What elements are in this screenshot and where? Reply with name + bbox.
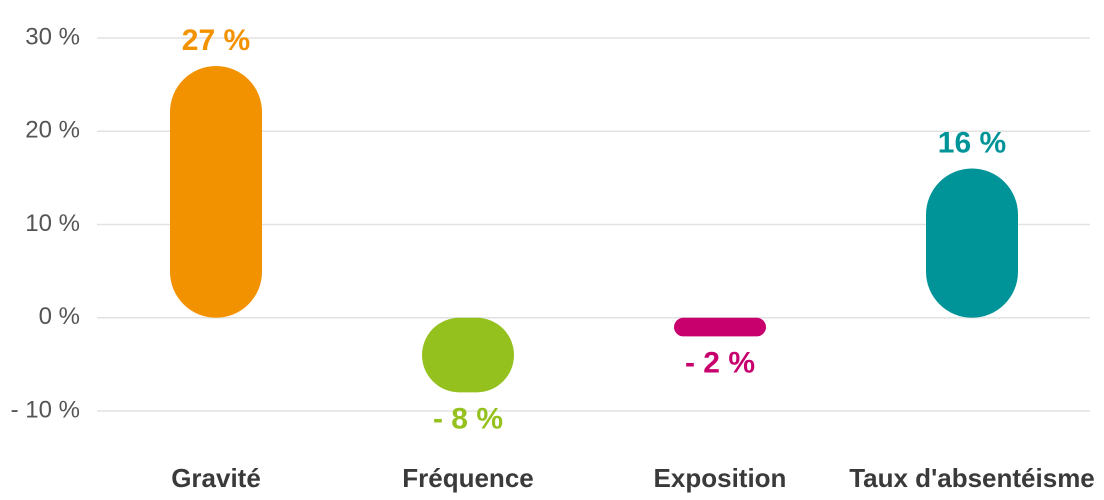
y-tick-label: 30 %	[25, 23, 80, 50]
bar	[926, 168, 1018, 318]
y-tick-label: 10 %	[25, 210, 80, 237]
value-label: - 8 %	[433, 402, 503, 435]
bar	[674, 317, 766, 337]
bar	[170, 65, 262, 318]
y-tick-label: 0 %	[39, 303, 80, 330]
x-tick-label: Gravité	[171, 463, 261, 493]
bar	[422, 317, 514, 393]
value-label: 27 %	[182, 24, 250, 57]
y-tick-label: - 10 %	[11, 396, 80, 423]
y-tick-label: 20 %	[25, 117, 80, 144]
value-label: 16 %	[938, 126, 1006, 159]
value-label: - 2 %	[685, 346, 755, 379]
x-tick-label: Taux d'absentéisme	[849, 463, 1095, 493]
x-tick-label: Exposition	[654, 463, 787, 493]
x-tick-label: Fréquence	[402, 463, 534, 493]
